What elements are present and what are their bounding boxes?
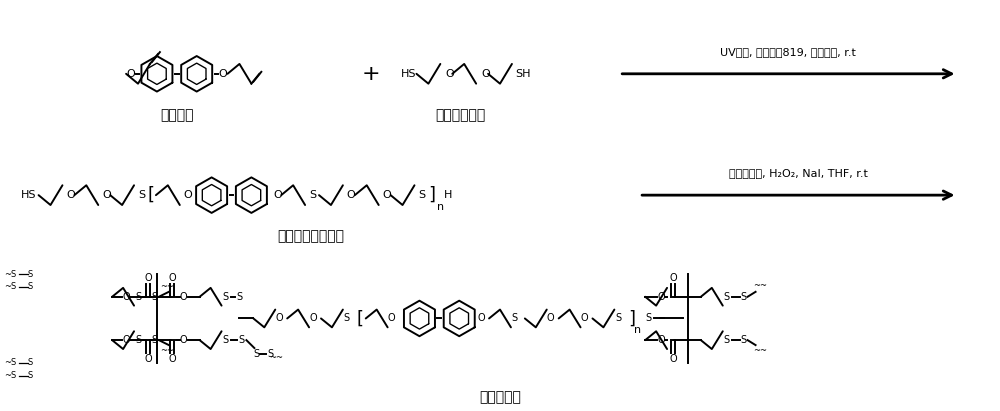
Text: O: O [102, 190, 111, 200]
Text: S: S [28, 270, 33, 279]
Text: S: S [135, 335, 141, 345]
Text: S: S [309, 190, 316, 200]
Text: HS: HS [401, 69, 416, 79]
Text: O: O [309, 314, 317, 323]
Text: O: O [168, 354, 176, 364]
Text: O: O [481, 69, 490, 79]
Text: O: O [66, 190, 75, 200]
Text: O: O [180, 292, 188, 302]
Text: O: O [144, 354, 152, 364]
Text: S: S [418, 190, 426, 200]
Text: O: O [445, 69, 454, 79]
Text: S: S [138, 190, 145, 200]
Text: O: O [581, 314, 588, 323]
Text: 双硫醇液晶预聚体: 双硫醇液晶预聚体 [278, 230, 345, 244]
Text: S: S [615, 314, 621, 323]
Text: ]: ] [428, 186, 435, 204]
Text: S: S [344, 314, 350, 323]
Text: S: S [28, 358, 33, 367]
Text: O: O [180, 335, 188, 345]
Text: 二硫基化合物: 二硫基化合物 [435, 108, 485, 122]
Text: SH: SH [515, 69, 530, 79]
Text: O: O [477, 314, 485, 323]
Text: O: O [127, 69, 135, 79]
Text: S: S [135, 292, 141, 302]
Text: S: S [222, 335, 229, 345]
Text: 屯基交联剂, H₂O₂, NaI, THF, r.t: 屯基交联剂, H₂O₂, NaI, THF, r.t [729, 169, 868, 178]
Text: n: n [634, 325, 641, 335]
Text: S: S [741, 335, 747, 345]
Text: O: O [669, 273, 677, 283]
Text: O: O [347, 190, 356, 200]
Text: n: n [437, 202, 444, 212]
Text: S: S [222, 292, 229, 302]
Text: S: S [152, 335, 158, 345]
Text: S: S [28, 371, 33, 380]
Text: ~~: ~~ [754, 346, 768, 356]
Text: ~~: ~~ [160, 346, 174, 355]
Text: O: O [275, 314, 283, 323]
Text: S: S [238, 335, 245, 345]
Text: S: S [741, 292, 747, 302]
Text: O: O [657, 335, 665, 345]
Text: O: O [547, 314, 555, 323]
Text: O: O [669, 354, 677, 364]
Text: ~S: ~S [5, 371, 17, 380]
Text: S: S [253, 349, 259, 359]
Text: ~S: ~S [5, 282, 17, 291]
Text: ~~: ~~ [754, 282, 768, 291]
Text: S: S [267, 349, 273, 359]
Text: [: [ [357, 309, 364, 328]
Text: S: S [724, 335, 730, 345]
Text: O: O [168, 273, 176, 283]
Text: O: O [218, 69, 227, 79]
Text: S: S [28, 282, 33, 291]
Text: O: O [184, 190, 193, 200]
Text: ~~: ~~ [269, 353, 283, 363]
Text: UV光照, 光引发刑819, 二氯甲烷, r.t: UV光照, 光引发刑819, 二氯甲烷, r.t [720, 47, 856, 57]
Text: S: S [645, 314, 651, 323]
Text: O: O [383, 190, 391, 200]
Text: O: O [388, 314, 395, 323]
Text: O: O [122, 292, 130, 302]
Text: S: S [512, 314, 518, 323]
Text: O: O [144, 273, 152, 283]
Text: 液晶弹性体: 液晶弹性体 [479, 390, 521, 404]
Text: HS: HS [21, 190, 36, 200]
Text: S: S [724, 292, 730, 302]
Text: +: + [361, 64, 380, 84]
Text: ~~: ~~ [160, 282, 174, 291]
Text: S: S [236, 292, 243, 302]
Text: O: O [657, 292, 665, 302]
Text: ~S: ~S [5, 270, 17, 279]
Text: 液晶单体: 液晶单体 [160, 108, 194, 122]
Text: [: [ [148, 186, 155, 204]
Text: ]: ] [628, 309, 635, 328]
Text: S: S [152, 292, 158, 302]
Text: H: H [444, 190, 453, 200]
Text: ~S: ~S [5, 358, 17, 367]
Text: O: O [273, 190, 282, 200]
Text: O: O [122, 335, 130, 345]
